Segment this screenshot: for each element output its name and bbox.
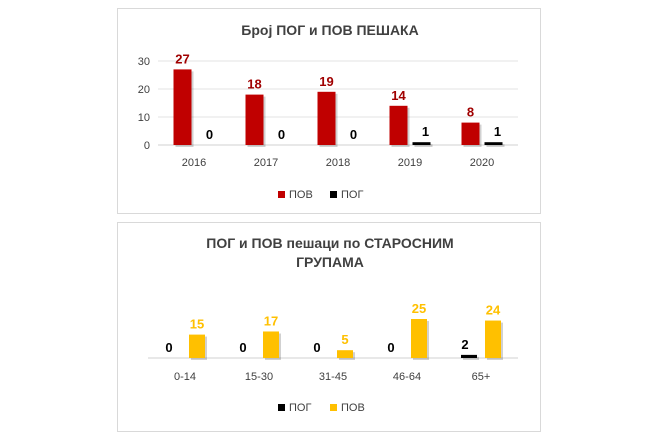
bar bbox=[411, 319, 427, 358]
data-label: 5 bbox=[341, 332, 348, 347]
data-label: 0 bbox=[239, 340, 246, 355]
x-tick-label: 46-64 bbox=[393, 371, 421, 383]
chart-title: Број ПОГ и ПОВ ПЕШАКА bbox=[241, 22, 418, 38]
bar bbox=[389, 105, 408, 145]
data-label: 0 bbox=[206, 127, 213, 142]
data-label: 1 bbox=[494, 124, 501, 139]
x-tick-label: 2017 bbox=[254, 157, 278, 169]
legend-label: ПОГ bbox=[341, 189, 363, 201]
bar-shadow bbox=[463, 356, 479, 360]
bar bbox=[189, 334, 205, 358]
bar bbox=[245, 94, 264, 145]
bar bbox=[263, 331, 279, 358]
x-tick-label: 15-30 bbox=[245, 371, 273, 383]
chart-title: ГРУПАМА bbox=[296, 254, 364, 270]
legend-label: ПОГ bbox=[289, 402, 311, 414]
data-label: 0 bbox=[313, 340, 320, 355]
x-tick-label: 2019 bbox=[398, 157, 422, 169]
data-label: 17 bbox=[264, 313, 278, 328]
y-tick-label: 0 bbox=[144, 140, 150, 152]
x-tick-label: 31-45 bbox=[319, 371, 347, 383]
y-tick-label: 10 bbox=[138, 112, 150, 124]
x-tick-label: 2020 bbox=[470, 157, 494, 169]
bar bbox=[337, 350, 353, 358]
data-label: 0 bbox=[278, 127, 285, 142]
data-label: 0 bbox=[387, 340, 394, 355]
bar-chart-by-age: ПОГ и ПОВ пешаци по СТАРОСНИМ ГРУПАМА 0 15 0… bbox=[148, 235, 518, 414]
bar bbox=[412, 142, 431, 145]
bar bbox=[485, 320, 501, 358]
chart-panel-pedestrians-by-year: Број ПОГ и ПОВ ПЕШАКА 0 10 20 30 27 0 2016 18 0 20… bbox=[117, 8, 541, 214]
bar-shadow bbox=[486, 144, 505, 147]
data-label: 27 bbox=[175, 51, 189, 66]
data-label: 0 bbox=[350, 127, 357, 142]
bar bbox=[173, 69, 192, 145]
x-tick-label: 0-14 bbox=[174, 371, 196, 383]
bar bbox=[461, 122, 480, 145]
data-label: 0 bbox=[165, 340, 172, 355]
legend-swatch bbox=[330, 191, 337, 198]
data-label: 25 bbox=[412, 301, 426, 316]
legend-swatch bbox=[278, 404, 285, 411]
x-tick-label: 2016 bbox=[182, 157, 206, 169]
data-label: 8 bbox=[467, 105, 474, 120]
data-label: 19 bbox=[319, 74, 333, 89]
legend-label: ПОВ bbox=[341, 402, 365, 414]
legend-swatch bbox=[278, 191, 285, 198]
bar bbox=[484, 142, 503, 145]
data-label: 18 bbox=[247, 77, 261, 92]
data-label: 15 bbox=[190, 317, 204, 332]
bar bbox=[317, 91, 336, 145]
chart-panel-pedestrians-by-age: ПОГ и ПОВ пешаци по СТАРОСНИМ ГРУПАМА 0 15 0… bbox=[117, 222, 541, 432]
legend-swatch bbox=[330, 404, 337, 411]
data-label: 14 bbox=[391, 88, 406, 103]
data-label: 2 bbox=[461, 337, 468, 352]
chart-title: ПОГ и ПОВ пешаци по СТАРОСНИМ bbox=[206, 235, 453, 251]
legend-label: ПОВ bbox=[289, 189, 313, 201]
bar-shadow bbox=[414, 144, 433, 147]
y-tick-label: 20 bbox=[138, 84, 150, 96]
data-label: 24 bbox=[486, 303, 501, 318]
data-label: 1 bbox=[422, 124, 429, 139]
x-tick-label: 65+ bbox=[472, 371, 491, 383]
x-tick-label: 2018 bbox=[326, 157, 350, 169]
y-tick-label: 30 bbox=[138, 56, 150, 68]
bar bbox=[461, 354, 477, 358]
